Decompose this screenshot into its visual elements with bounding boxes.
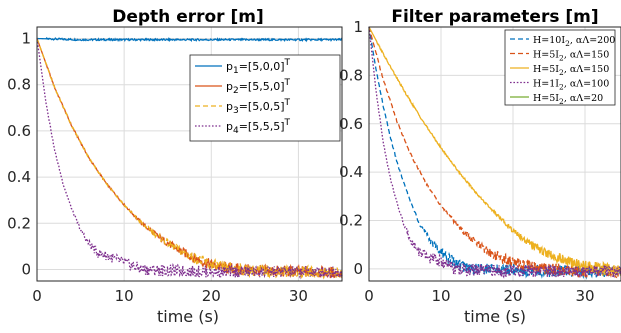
legend-entry: H=5I2, αΛ=150 [533,64,609,77]
y-tick-label: 0.8 [339,66,363,84]
y-tick-label: 0.8 [7,76,31,94]
series-line [368,26,621,277]
legend-entry: p2=[5,5,0]T [226,78,291,96]
x-tick-label: 20 [202,287,221,305]
tick-labels: 0 10 20 30 0 0.2 0.4 0.6 0.8 1 [7,30,308,305]
series-line [36,38,343,280]
y-tick-label: 0.4 [7,168,31,186]
legend-entry: H=5I2, αΛ=20 [533,93,603,106]
legend-entry: H=5I2, αΛ=150 [533,50,609,63]
chart-title: Filter parameters [m] [391,7,598,27]
y-tick-label: 1 [21,30,31,48]
y-tick-label: 0.4 [339,163,363,181]
x-tick-label: 20 [503,287,522,305]
series-line [368,26,621,279]
series-lines [36,36,343,280]
legend-box [189,54,341,142]
x-tick-label: 0 [32,287,42,305]
y-tick-label: 0.2 [7,214,31,232]
y-tick-label: 0.6 [339,115,363,133]
series-line [36,36,343,43]
x-axis-label: time (s) [464,307,526,326]
legend-entry: H=1I2, αΛ=100 [533,79,609,92]
y-tick-label: 0.2 [339,212,363,230]
series-line [36,38,343,280]
x-tick-label: 30 [575,287,594,305]
plot-frame [36,26,343,282]
chart-title: Depth error [m] [112,7,264,27]
y-tick-label: 1 [353,18,363,36]
legend-entry: H=10I2, αΛ=200 [533,35,615,48]
legend: p1=[5,0,0]T p2=[5,5,0]T p3=[5,0,5]T p4=[5,5… [189,54,341,142]
legend-entry: p1=[5,0,0]T [226,58,291,76]
filter-parameters-chart: Filter parameters [m] 0 10 20 3000.20.40.60… [339,7,621,326]
x-tick-label: 10 [115,287,134,305]
legend-entry: p4=[5,5,5]T [226,118,291,136]
x-tick-label: 0 [364,287,374,305]
legend-entry: p3=[5,0,5]T [226,98,291,116]
tick-labels: 0 10 20 30 0 0.2 0.4 0.6 0.8 1 [339,18,594,305]
y-tick-label: 0.6 [7,122,31,140]
y-tick-label: 0 [353,260,363,278]
x-tick-label: 30 [289,287,308,305]
x-tick-label: 10 [431,287,450,305]
y-tick-label: 0 [21,260,31,278]
x-axis-label: time (s) [157,307,219,326]
depth-error-chart: Depth error [m] 0 10 20 30 0 0.2 0.4 0.6 0.8 1 ti… [7,7,343,326]
plot-frame [368,26,621,282]
series-lines [368,26,621,280]
